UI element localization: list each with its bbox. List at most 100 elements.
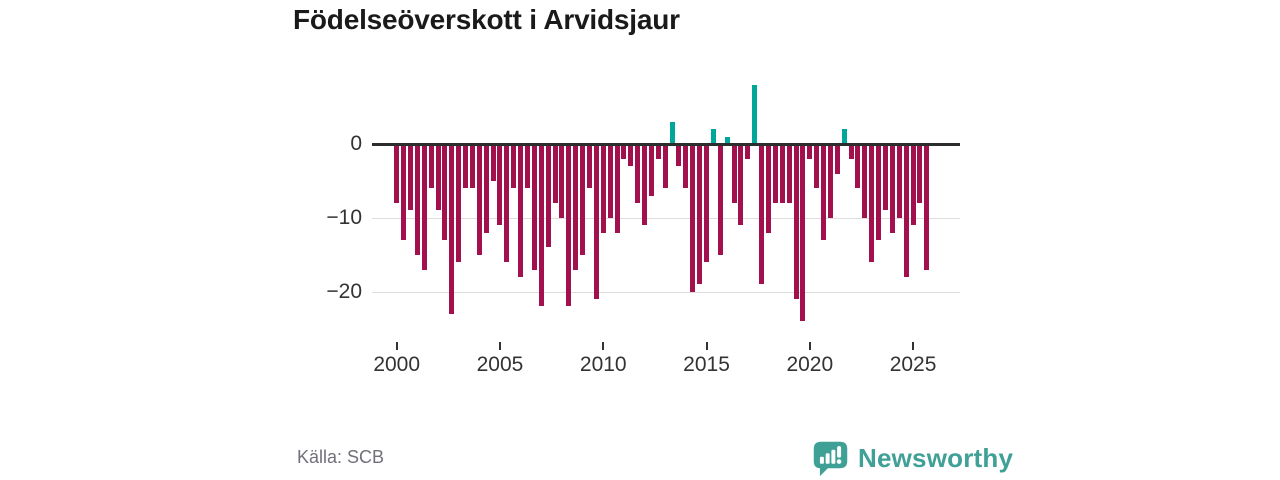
bar-2017-p1 [745,144,751,159]
bar-2021-p2 [834,144,840,174]
y-axis-label--20: −20 [326,279,362,303]
bar-2011-p2 [628,144,634,167]
bar-2005-p2 [504,144,510,263]
y-axis-label-0: 0 [350,132,362,155]
bar-2006-p1 [518,144,524,277]
bar-2001-p3 [428,144,434,189]
bar-2001-p2 [421,144,427,270]
bar-2009-p1 [580,144,586,255]
bar-2007-p1 [538,144,544,307]
bar-2022-p1 [848,144,854,159]
bar-2003-p1 [456,144,462,263]
bar-2016-p2 [731,144,737,204]
bar-2001-p1 [414,144,420,255]
y-axis-label--10: −10 [326,205,362,229]
bar-2008-p3 [573,144,579,270]
bar-2017-p2 [752,84,758,144]
bar-2013-p3 [676,144,682,167]
bar-2020-p1 [807,144,813,159]
bar-2015-p2 [710,129,716,144]
bar-2011-p1 [621,144,627,159]
bar-2008-p1 [559,144,565,218]
bar-2014-p1 [683,144,689,189]
bar-2003-p2 [463,144,469,189]
bar-2022-p2 [855,144,861,189]
bar-2014-p3 [697,144,703,285]
bar-2006-p2 [525,144,530,189]
bar-2005-p1 [497,144,503,226]
bar-2025-p1 [910,144,916,226]
bar-2018-p3 [779,144,785,204]
bar-2012-p1 [642,144,648,226]
x-tick-2010 [602,342,605,350]
bar-2004-p3 [490,144,496,181]
bar-2008-p2 [566,144,572,307]
bar-2002-p1 [435,144,441,211]
bar-2009-p3 [593,144,599,300]
brand-name: Newsworthy [858,443,1014,473]
bar-2017-p3 [759,144,765,285]
x-axis-label-2020: 2020 [786,353,834,376]
x-axis-label-2015: 2015 [683,353,730,376]
bar-2012-p3 [655,144,661,159]
bar-2023-p3 [883,144,889,211]
bar-2014-p2 [690,144,696,292]
gridline--20 [372,291,960,293]
x-tick-2025 [912,342,915,350]
bar-2003-p3 [469,144,475,189]
x-axis-label-2010: 2010 [579,353,627,376]
bar-2018-p1 [765,144,771,233]
bar-2018-p2 [772,144,778,204]
x-tick-2020 [808,342,811,350]
x-axis-zero-line [372,142,960,146]
brand-logo: Newsworthy [812,440,1013,477]
bar-2010-p1 [600,144,606,233]
gridline--10 [372,217,960,219]
bar-2006-p3 [531,144,537,270]
bar-2020-p2 [814,144,820,189]
x-tick-2000 [395,342,398,350]
bar-2007-p2 [545,144,551,248]
bar-2023-p2 [876,144,882,240]
bar-2015-p3 [717,144,723,255]
x-axis-label-2025: 2025 [889,353,937,376]
bar-2025-p3 [924,144,930,270]
chart-title: Födelseöverskott i Arvidsjaur [293,4,680,35]
x-tick-2015 [705,342,708,350]
bar-2024-p2 [896,144,902,218]
bar-2019-p2 [793,144,799,300]
bar-2024-p1 [889,144,895,233]
bar-2004-p2 [483,144,489,233]
bar-2022-p3 [862,144,868,218]
bar-2010-p3 [614,144,620,233]
bar-2019-p3 [800,144,806,322]
bar-2010-p2 [607,144,613,218]
bar-2000-p3 [407,144,413,211]
bar-2015-p1 [704,144,710,263]
bar-2013-p1 [662,144,668,189]
bar-2021-p1 [827,144,833,218]
bar-2019-p1 [786,144,792,204]
x-axis-label-2005: 2005 [476,353,524,376]
bar-2000-p1 [394,144,400,204]
bar-2025-p2 [917,144,923,204]
bar-2011-p3 [635,144,641,204]
bar-2002-p2 [442,144,448,240]
bar-2016-p3 [738,144,744,226]
x-tick-2005 [498,342,501,350]
bar-2005-p3 [511,144,517,189]
source-label: Källa: SCB [297,447,385,467]
bar-2020-p3 [821,144,827,240]
bar-2016-p1 [724,136,730,144]
bar-2009-p2 [586,144,592,189]
bar-2023-p1 [869,144,875,263]
bar-2007-p3 [552,144,558,204]
bar-2002-p3 [449,144,455,314]
bar-2013-p2 [669,121,675,144]
bar-2012-p2 [648,144,654,196]
bar-2004-p1 [476,144,482,255]
bar-2000-p2 [401,144,407,240]
bar-2024-p3 [903,144,909,277]
x-axis-label-2000: 2000 [373,353,421,376]
